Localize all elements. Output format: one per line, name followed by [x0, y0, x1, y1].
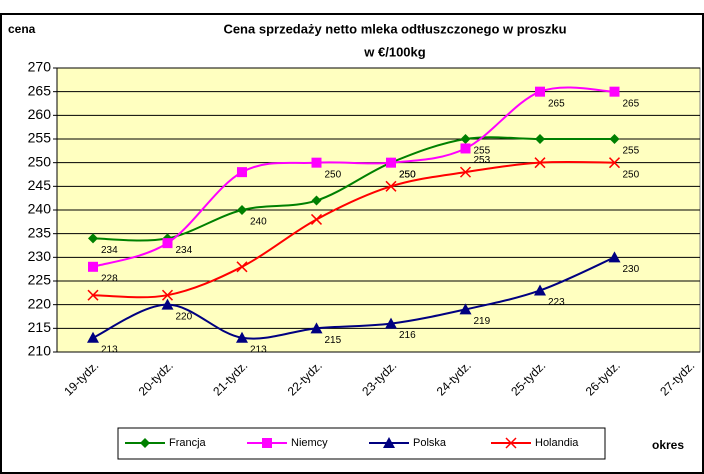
- data-label: 265: [548, 98, 565, 109]
- y-tick-label: 245: [28, 177, 52, 193]
- marker: [385, 317, 397, 329]
- data-label: 255: [623, 146, 640, 157]
- y-tick-label: 230: [28, 248, 52, 264]
- y-tick-label: 260: [28, 106, 52, 122]
- marker: [161, 298, 174, 310]
- data-label: 250: [623, 169, 640, 180]
- marker: [609, 86, 620, 97]
- data-label: 213: [250, 344, 267, 355]
- marker: [534, 284, 546, 296]
- y-tick-label: 215: [28, 319, 52, 335]
- marker: [385, 180, 397, 192]
- legend-label: Polska: [413, 437, 447, 449]
- y-tick-label: 235: [28, 224, 52, 240]
- series-line: [92, 86, 615, 268]
- legend-label: Holandia: [535, 437, 579, 449]
- marker: [311, 157, 322, 168]
- marker: [162, 238, 173, 249]
- data-label: 255: [474, 146, 491, 157]
- y-tick-label: 220: [28, 295, 52, 311]
- data-label: 216: [399, 330, 416, 341]
- marker: [236, 331, 248, 343]
- data-label: 230: [623, 264, 640, 275]
- y-tick-label: 210: [28, 343, 52, 359]
- y-tick-label: 225: [28, 272, 52, 288]
- data-label: 228: [101, 273, 118, 284]
- marker: [459, 166, 472, 178]
- marker: [534, 157, 546, 169]
- legend-marker: [140, 438, 150, 448]
- marker: [609, 134, 620, 144]
- y-tick-label: 240: [28, 201, 52, 217]
- x-axis-label: okres: [652, 438, 684, 452]
- marker: [311, 195, 322, 206]
- marker: [460, 134, 471, 144]
- data-label: 215: [325, 335, 342, 346]
- y-tick-label: 250: [28, 153, 52, 169]
- legend-marker: [505, 437, 517, 449]
- data-label: 220: [176, 311, 193, 322]
- legend-marker: [262, 438, 272, 448]
- data-label: 234: [101, 245, 118, 256]
- data-label: 250: [399, 169, 416, 180]
- data-label: 234: [176, 245, 193, 256]
- chart-title: Cena sprzedaży netto mleka odtłuszczoneg…: [223, 21, 566, 36]
- data-label: 240: [250, 217, 267, 228]
- y-tick-label: 270: [28, 59, 52, 75]
- data-label: 250: [399, 169, 416, 180]
- chart-subtitle: w €/100kg: [363, 44, 425, 59]
- marker: [88, 261, 98, 272]
- marker: [237, 205, 247, 215]
- data-label: 223: [548, 297, 565, 308]
- data-label: 253: [474, 155, 491, 166]
- marker: [237, 167, 247, 178]
- plot-area: 234 234 240 250 255 255 228 250 250 253 265 265 213 2…: [56, 67, 701, 355]
- marker: [88, 233, 98, 244]
- marker: [535, 134, 545, 144]
- marker: [236, 261, 248, 273]
- data-label: 213: [101, 344, 118, 355]
- marker: [87, 331, 99, 343]
- legend-label: Francja: [169, 437, 207, 449]
- marker: [460, 143, 471, 154]
- marker: [161, 289, 174, 301]
- y-axis-label: cena: [8, 22, 36, 36]
- marker: [386, 157, 396, 168]
- series-line: [92, 160, 615, 299]
- data-label: 265: [623, 98, 640, 109]
- marker: [310, 213, 323, 225]
- legend-label: Niemcy: [291, 437, 328, 449]
- marker: [608, 157, 621, 169]
- marker: [310, 322, 323, 334]
- marker: [459, 303, 472, 315]
- marker: [535, 86, 545, 97]
- marker: [87, 289, 99, 301]
- legend-marker: [383, 437, 395, 448]
- data-label: 219: [474, 316, 491, 327]
- y-tick-label: 265: [28, 82, 52, 98]
- y-tick-label: 255: [28, 130, 52, 146]
- data-label: 250: [325, 169, 342, 180]
- marker: [608, 251, 621, 263]
